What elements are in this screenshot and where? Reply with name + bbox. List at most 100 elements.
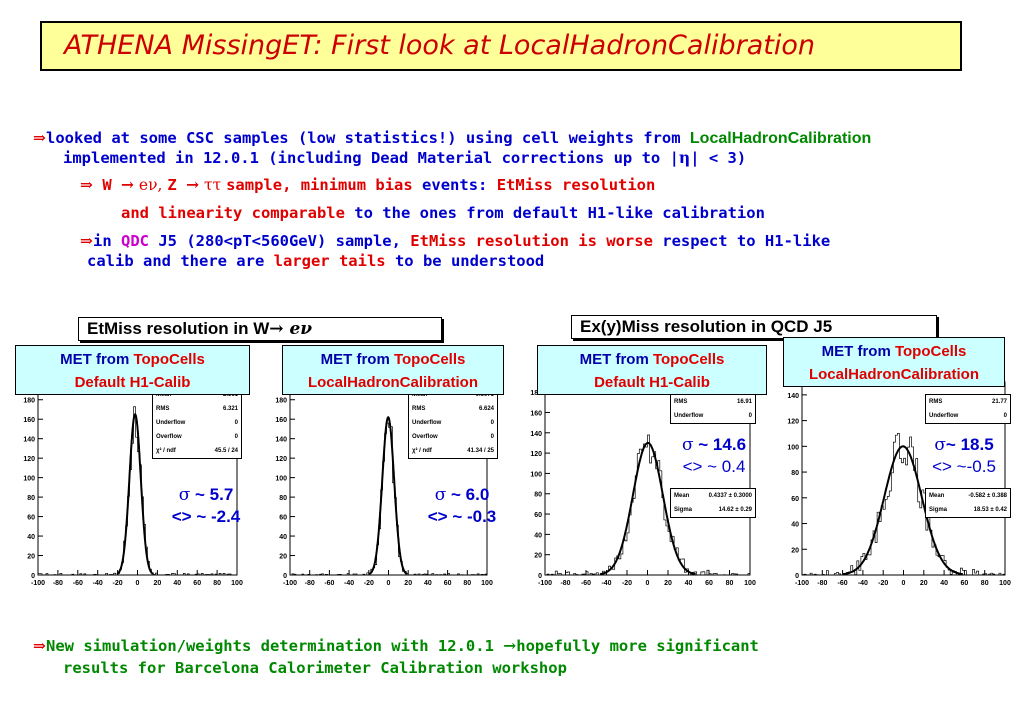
sigma-symbol: σ [434,485,447,505]
y-tick-label: 0 [31,573,35,580]
gaussian-fit-curve [599,441,696,576]
bullet-1-line-2: implemented in 12.0.1 (including Dead Ma… [63,148,747,168]
y-tick-label: 80 [27,495,35,502]
x-tick-label: 60 [961,580,969,587]
y-tick-label: 0 [283,573,287,580]
section-header-w-enu: EtMiss resolution in W→ eν [78,317,442,341]
x-tick-label: 80 [213,580,221,587]
y-tick-label: 160 [275,417,287,424]
y-tick-label: 100 [530,471,542,478]
x-tick-label: 40 [424,580,432,587]
x-tick-label: -80 [53,580,63,587]
y-tick-label: 120 [23,456,35,463]
section-header-qcd-j5: Ex(y)Miss resolution in QCD J5 [571,315,937,339]
y-tick-label: 80 [791,470,799,477]
y-tick-label: 40 [791,522,799,529]
x-tick-label: 0 [902,580,906,587]
y-tick-label: 100 [275,476,287,483]
y-tick-label: 60 [27,515,35,522]
y-tick-label: 80 [279,495,287,502]
y-tick-label: 40 [279,534,287,541]
x-tick-label: 40 [940,580,948,587]
y-tick-label: 140 [275,437,287,444]
y-tick-label: 40 [534,532,542,539]
gaussian-fit-curve [116,413,154,575]
x-tick-label: -100 [283,580,297,587]
label-box-4: MET from TopoCells LocalHadronCalibratio… [783,337,1005,387]
right-arrow-icon: → [186,175,200,194]
x-tick-label: -100 [538,580,552,587]
x-tick-label: 40 [685,580,693,587]
y-tick-label: 20 [534,553,542,560]
y-tick-label: 100 [23,476,35,483]
localhadroncalibration-label: LocalHadronCalibration [689,130,872,147]
y-tick-label: 100 [787,444,799,451]
x-tick-label: -100 [795,580,809,587]
y-tick-label: 180 [530,390,542,397]
stats-box-3: RMS 16.91 Underflow 0 [670,394,756,424]
y-tick-label: 20 [27,554,35,561]
y-tick-label: 0 [538,573,542,580]
y-tick-label: 60 [791,496,799,503]
x-tick-label: 40 [173,580,181,587]
y-tick-label: 180 [23,398,35,405]
x-tick-label: -40 [93,580,103,587]
x-tick-label: 20 [154,580,162,587]
gaussian-fit-curve [368,416,408,575]
y-tick-label: 20 [279,554,287,561]
y-tick-label: 60 [279,515,287,522]
x-tick-label: -100 [31,580,45,587]
x-tick-label: 80 [463,580,471,587]
implies-arrow-icon: ⇒ [33,128,46,147]
x-tick-label: -80 [305,580,315,587]
x-tick-label: 80 [726,580,734,587]
histogram-qcd-localhadron: 0 20 40 60 80 100 120 140 -100 -80 -60 -40 -20 0 20 40 6… [787,381,1011,587]
x-tick-label: 60 [705,580,713,587]
x-tick-label: 20 [404,580,412,587]
x-tick-label: -60 [73,580,83,587]
label-box-2: MET from TopoCells LocalHadronCalibratio… [282,345,504,395]
y-tick-label: 160 [23,417,35,424]
histogram-bars [801,433,1006,576]
x-tick-label: 100 [231,580,243,587]
bullet-2-line-1: ⇒ W → eν, Z → ττ sample, minimum bias ev… [80,175,656,195]
stats-box-2: Mean 0.6075 RMS 6.624 Underflow 0 Overflow 0… [408,387,498,459]
bullet-2-line-2: and linearity comparable to the ones fro… [121,204,765,222]
y-tick-label: 40 [27,534,35,541]
y-tick-label: 60 [534,512,542,519]
x-tick-label: -60 [838,580,848,587]
y-tick-label: 180 [275,398,287,405]
implies-arrow-icon: ⇒ [80,231,93,250]
x-tick-label: 0 [136,580,140,587]
bullet-4-line-1: ⇒New simulation/weights determination wi… [33,636,759,656]
fit-box-3: Mean 0.4337 ± 0.3000 Sigma 14.62 ± 0.29 [670,488,756,518]
x-tick-label: -40 [858,580,868,587]
x-tick-label: -80 [817,580,827,587]
fit-box-4: Mean -0.582 ± 0.388 Sigma 18.53 ± 0.42 [925,488,1011,518]
histogram-bars [545,434,751,576]
y-tick-label: 80 [534,492,542,499]
bullet-4-line-2: results for Barcelona Calorimeter Calibr… [63,659,567,677]
y-tick-label: 160 [530,410,542,417]
x-tick-label: -60 [581,580,591,587]
label-box-3: MET from TopoCells Default H1-Calib [537,345,767,395]
bullet-3-line-2: calib and there are larger tails to be u… [87,252,545,270]
y-tick-label: 140 [23,437,35,444]
x-tick-label: 20 [920,580,928,587]
x-tick-label: 100 [744,580,756,587]
sigma-annotation-4: σ~ 18.5 <> ~-0.5 [932,435,996,476]
right-arrow-icon: → [269,319,284,339]
x-tick-label: 100 [999,580,1011,587]
y-tick-label: 120 [787,419,799,426]
sigma-symbol: σ [934,435,946,455]
stats-box-1: Mean -2.361 RMS 6.321 Underflow 0 Overflow 0… [152,387,242,459]
x-tick-label: -80 [560,580,570,587]
bullet-3-line-1: ⇒in QDC J5 (280<pT<560GeV) sample, EtMis… [80,231,831,251]
label-box-1: MET from TopoCells Default H1-Calib [15,345,250,395]
x-tick-label: -60 [324,580,334,587]
sigma-symbol: σ [178,485,191,505]
y-tick-label: 120 [530,451,542,458]
x-tick-label: 80 [981,580,989,587]
x-tick-label: 60 [193,580,201,587]
